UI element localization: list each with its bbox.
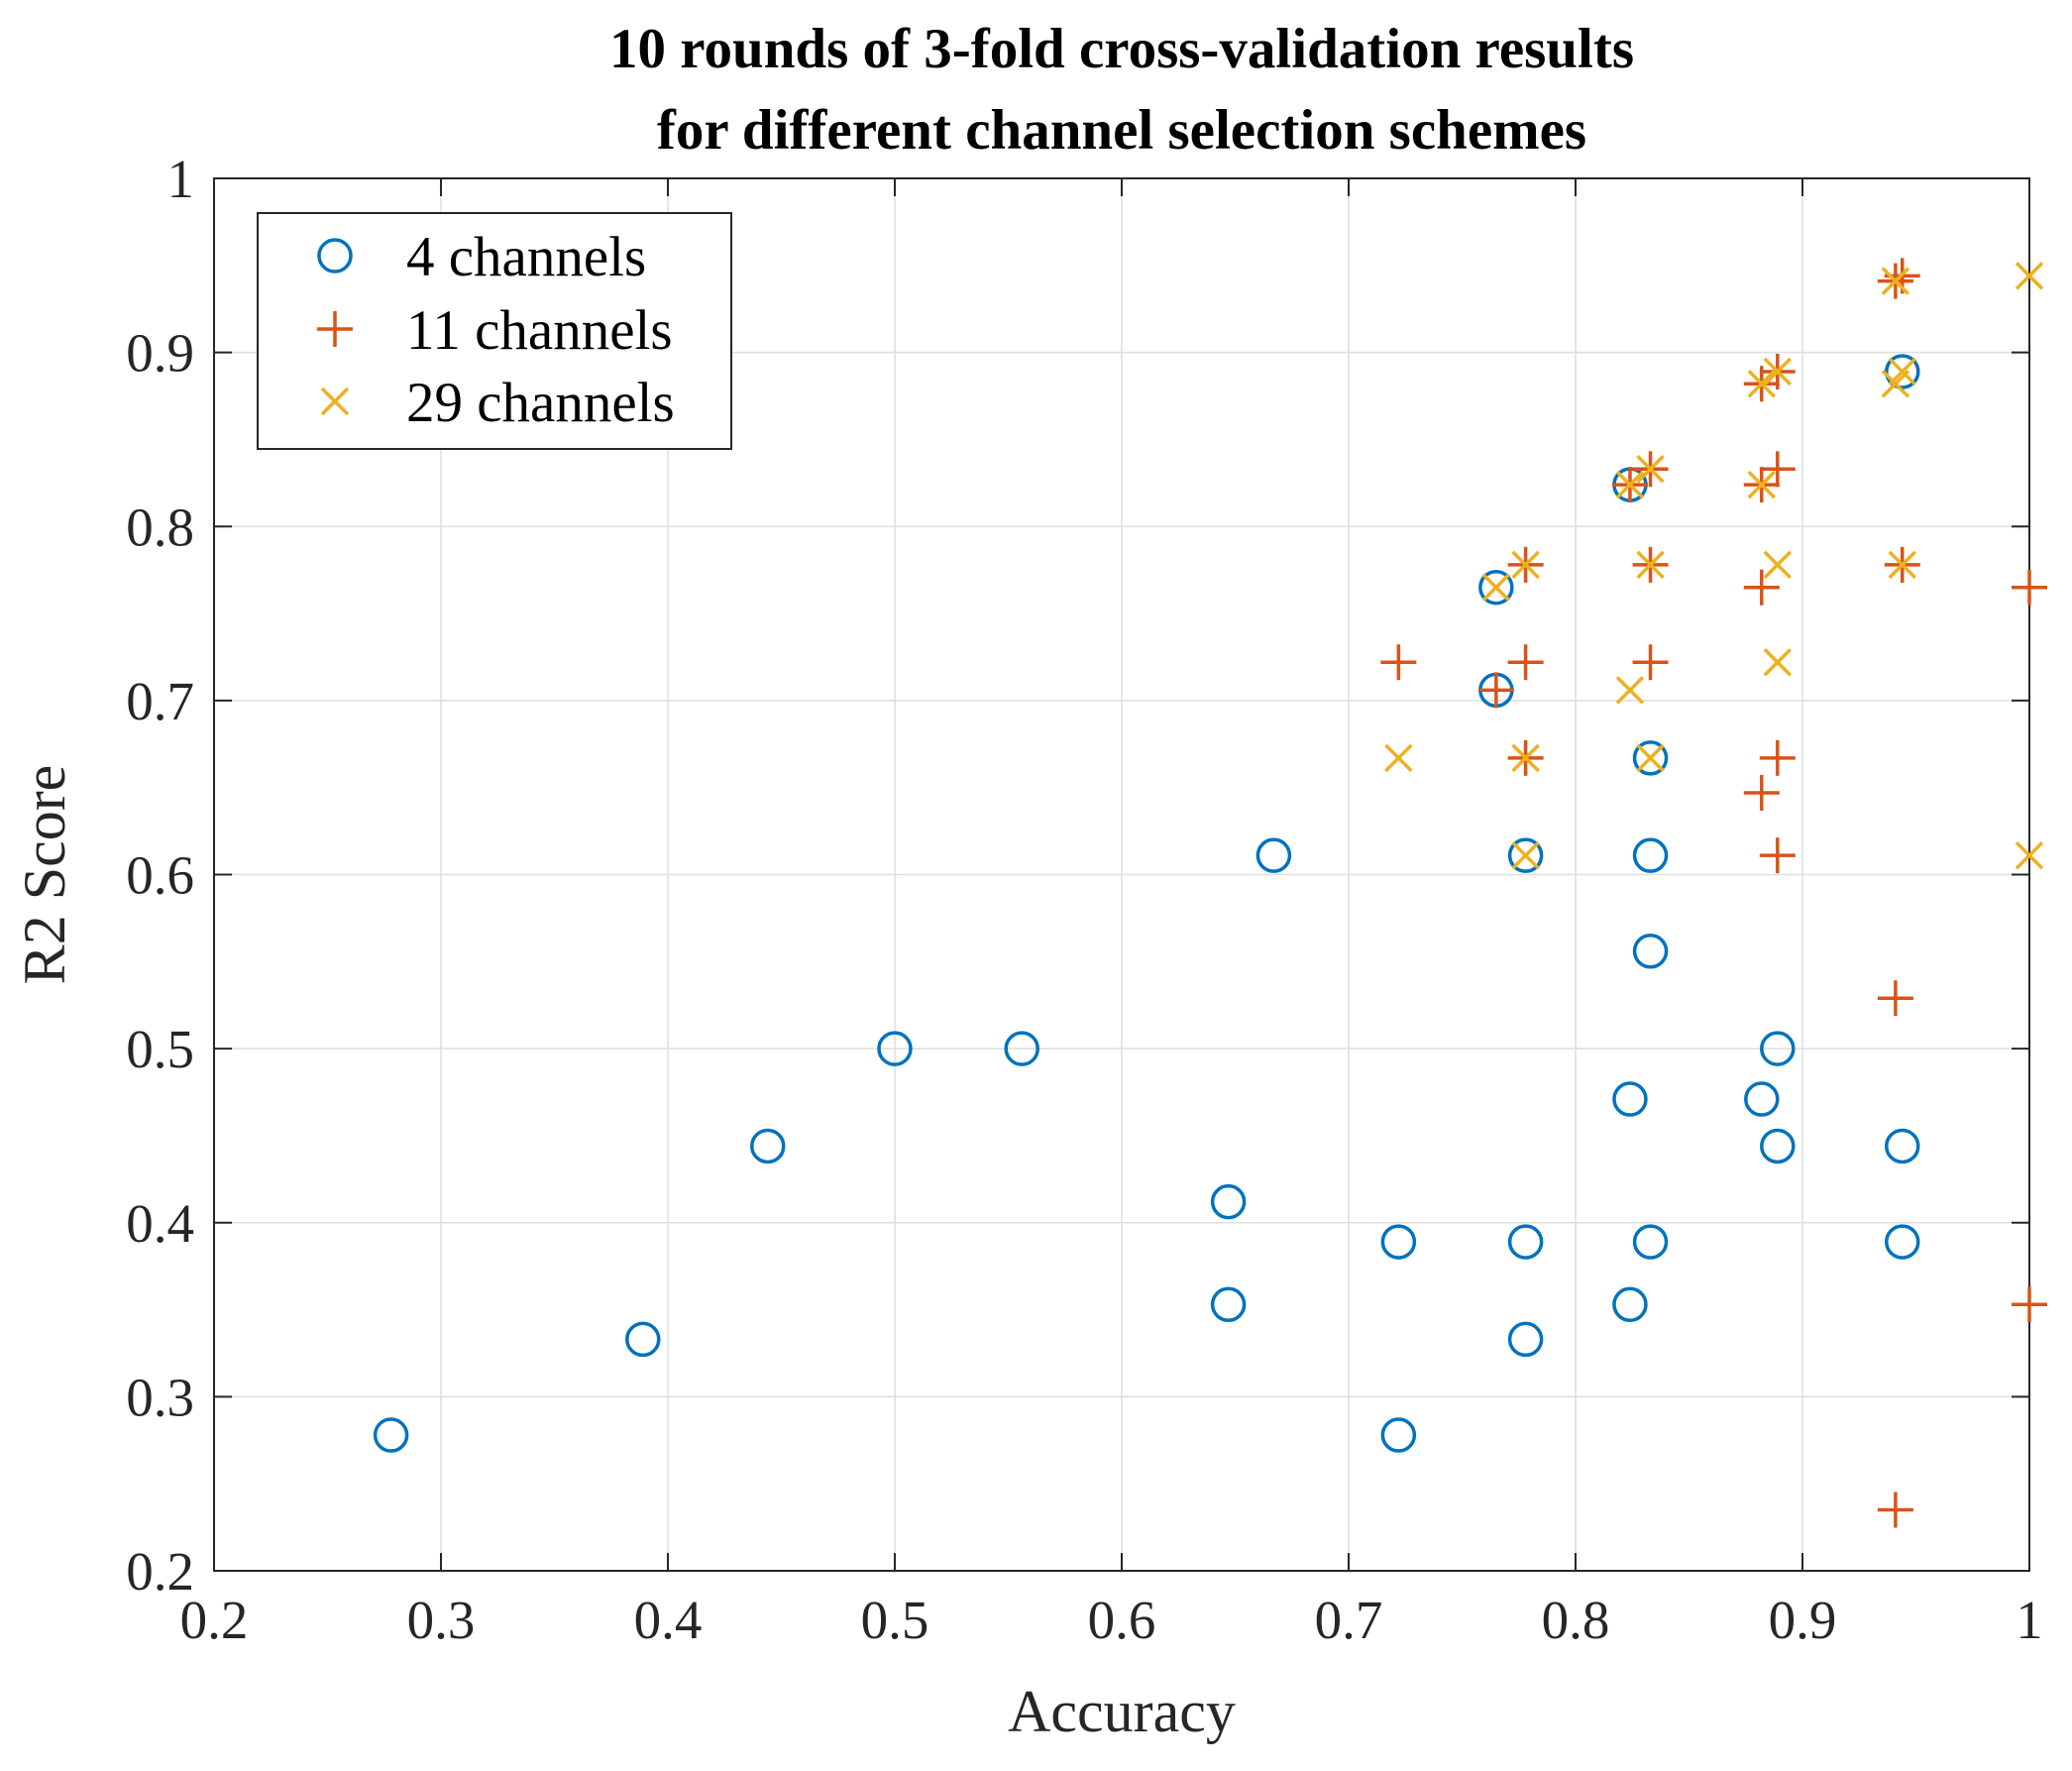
data-point-circle: [1507, 1224, 1544, 1260]
data-point-plus: [1380, 644, 1417, 681]
y-tick-label: 1: [167, 149, 195, 209]
data-point-circle: [1632, 740, 1669, 776]
y-tick-label: 0.5: [126, 1019, 194, 1079]
legend-item-4-channels: 4 channels: [317, 226, 646, 288]
data-point-circle: [1507, 1321, 1544, 1358]
data-point-circle: [1478, 569, 1514, 606]
legend-x-marker: [320, 387, 350, 416]
data-point-circle: [1004, 1031, 1039, 1066]
data-point-circle: [1885, 1224, 1920, 1260]
y-axis-label: R2 Score: [12, 765, 77, 985]
data-point-circle: [373, 1417, 409, 1453]
data-point-x: [1763, 357, 1793, 387]
data-point-plus: [1877, 1492, 1913, 1528]
data-point-circle: [1380, 1224, 1417, 1260]
data-point-x: [1888, 550, 1916, 580]
data-point-x: [1763, 648, 1793, 677]
data-point-plus: [1507, 644, 1544, 681]
data-points: [373, 258, 2047, 1528]
data-point-circle: [1507, 837, 1544, 873]
legend-label: 11 channels: [406, 299, 673, 362]
x-tick-label: 0.9: [1769, 1590, 1837, 1650]
legend-plus-marker: [317, 311, 353, 347]
data-point-circle: [1744, 1081, 1780, 1117]
y-tick-label: 0.7: [126, 671, 194, 731]
data-point-circle: [877, 1031, 913, 1066]
legend: 4 channels 11 channels 29 channels: [257, 212, 732, 450]
data-point-circle: [1885, 1128, 1920, 1164]
data-point-circle: [625, 1321, 661, 1358]
data-point-x: [1511, 743, 1540, 773]
chart-title-line-1: 10 rounds of 3-fold cross-validation res…: [609, 18, 1634, 80]
y-tick-label: 0.4: [126, 1193, 194, 1254]
data-point-circle: [1210, 1286, 1247, 1323]
data-point-x: [1481, 573, 1511, 602]
legend-marker-shape: [317, 238, 353, 274]
data-point-x: [2015, 840, 2044, 870]
chart-title-line-2: for different channel selection schemes: [657, 99, 1586, 162]
data-point-plus: [1759, 837, 1796, 874]
legend-item-11-channels: 11 channels: [317, 299, 673, 362]
data-point-plus: [1759, 739, 1796, 776]
x-tick-label: 0.4: [634, 1590, 703, 1650]
data-point-plus: [1759, 451, 1796, 488]
x-tick-label: 0.8: [1542, 1590, 1610, 1650]
data-point-circle: [1760, 1031, 1796, 1066]
x-tick-label: 0.7: [1315, 1590, 1383, 1650]
data-point-circle: [1612, 1286, 1648, 1323]
data-point-circle: [1380, 1417, 1417, 1453]
x-tick-label: 0.5: [861, 1590, 929, 1650]
data-point-x: [1511, 840, 1540, 870]
data-point-x: [1888, 357, 1916, 387]
y-tick-label: 0.6: [126, 845, 194, 906]
data-point-x: [1384, 743, 1413, 773]
y-tick-label: 0.3: [126, 1367, 194, 1427]
x-tick-label: 1: [2016, 1590, 2043, 1650]
x-axis-label: Accuracy: [1008, 1679, 1236, 1744]
data-point-circle: [1885, 354, 1920, 389]
y-tick-label: 0.9: [126, 323, 194, 384]
data-point-plus: [2012, 1286, 2047, 1323]
data-point-x: [1636, 550, 1665, 580]
axis-ticks: 0.2 0.3 0.4 0.5 0.6 0.7 0.8 0.9 1 0.2 0.3 0.4 0.5 0.6…: [126, 149, 2043, 1650]
grid: [214, 178, 2029, 1571]
x-tick-label: 0.3: [407, 1590, 476, 1650]
x-tick-label: 0.2: [180, 1590, 249, 1650]
legend-circle-marker: [317, 238, 353, 274]
data-point-plus: [1632, 644, 1669, 681]
data-point-circle: [1632, 1224, 1669, 1260]
y-tick-label: 0.2: [126, 1541, 194, 1602]
data-point-circle: [1632, 837, 1669, 873]
legend-marker-shape: [320, 387, 350, 416]
data-point-x: [1747, 370, 1777, 398]
data-point-circle: [1210, 1183, 1247, 1220]
legend-marker-shape: [317, 311, 353, 347]
data-point-circle: [1612, 1081, 1648, 1117]
data-point-plus: [1877, 980, 1913, 1017]
data-point-plus: [2012, 569, 2047, 606]
data-point-x: [1636, 743, 1665, 773]
data-point-circle: [1255, 837, 1292, 873]
data-point-plus: [1743, 774, 1780, 811]
data-point-x: [1747, 470, 1777, 499]
data-point-circle: [750, 1128, 786, 1164]
legend-item-29-channels: 29 channels: [320, 372, 675, 434]
data-point-x: [1881, 267, 1910, 295]
data-point-plus: [1477, 672, 1514, 709]
data-point-plus: [1743, 569, 1780, 606]
y-tick-label: 0.8: [126, 497, 194, 557]
data-point-circle: [1760, 1128, 1796, 1164]
x-tick-label: 0.6: [1088, 1590, 1156, 1650]
data-point-x: [1636, 455, 1665, 484]
legend-label: 4 channels: [406, 226, 646, 288]
data-point-circle: [1632, 934, 1669, 969]
data-point-x: [1511, 550, 1540, 580]
data-point-x: [1763, 550, 1793, 580]
data-point-x: [1615, 676, 1645, 705]
data-point-x: [1615, 470, 1645, 499]
legend-label: 29 channels: [406, 372, 675, 434]
data-point-x: [2015, 262, 2044, 290]
